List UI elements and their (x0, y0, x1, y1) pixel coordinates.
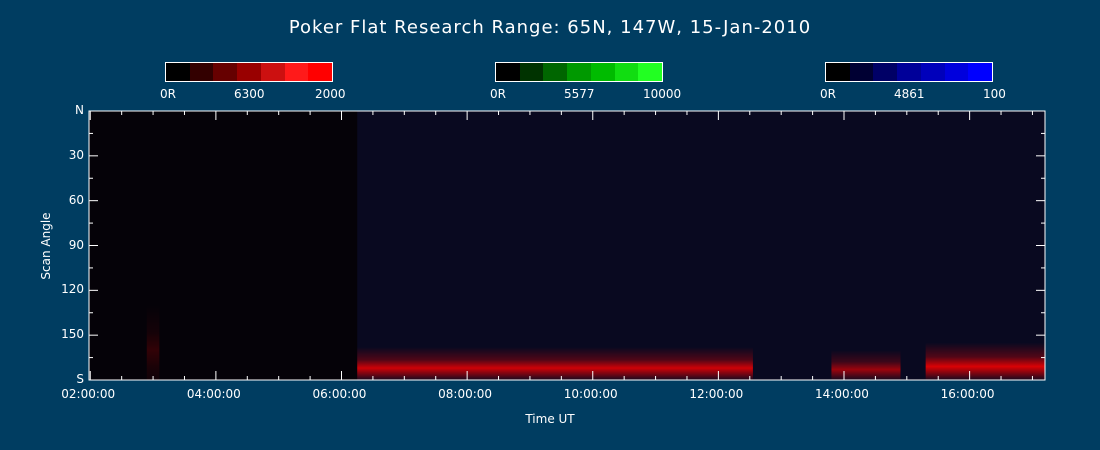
colorbar-swatch (496, 63, 520, 81)
colorbar-swatch (590, 63, 615, 81)
colorbar-4861-low-label: 0R (820, 87, 836, 101)
colorbar-swatch (638, 63, 663, 81)
y-tick-label: 60 (68, 192, 84, 207)
x-tick-label: 02:00:00 (61, 387, 116, 401)
emission-band (925, 342, 1045, 380)
sky-background-tint (357, 111, 1045, 380)
x-tick-label: 04:00:00 (186, 387, 241, 401)
colorbar-swatch (237, 63, 261, 81)
y-axis-label: Scan Angle (39, 212, 53, 280)
colorbar-swatch (213, 63, 238, 81)
y-tick-label: N (75, 103, 84, 117)
colorbar-swatch (968, 63, 993, 81)
y-tick-label: 90 (68, 237, 84, 252)
colorbar-swatch (260, 63, 285, 81)
colorbar-6300-high-label: 2000 (315, 87, 346, 101)
colorbar-6300 (165, 62, 333, 82)
colorbar-4861-high-label: 100 (983, 87, 1006, 101)
x-tick-label: 06:00:00 (312, 387, 367, 401)
x-tick-label: 16:00:00 (940, 387, 995, 401)
colorbar-4861 (825, 62, 993, 82)
colorbar-swatch (849, 63, 874, 81)
y-tick-label: 30 (68, 147, 84, 162)
colorbar-swatch (567, 63, 591, 81)
x-tick-label: 14:00:00 (815, 387, 869, 401)
colorbar-5577 (495, 62, 663, 82)
colorbar-swatch (873, 63, 898, 81)
colorbar-swatch (308, 63, 333, 81)
colorbar-swatch (826, 63, 850, 81)
colorbar-swatch (284, 63, 309, 81)
colorbar-swatch (189, 63, 214, 81)
colorbar-swatch (944, 63, 969, 81)
colorbar-swatch (166, 63, 190, 81)
y-tick-label: S (76, 372, 84, 386)
y-tick-label: 120 (61, 282, 84, 297)
chart-title: Poker Flat Research Range: 65N, 147W, 15… (288, 17, 812, 38)
x-tick-label: 10:00:00 (563, 387, 618, 401)
emission-band (146, 305, 160, 380)
y-tick-label: 150 (61, 327, 84, 342)
colorbar-swatch (519, 63, 544, 81)
colorbar-6300-low-label: 0R (160, 87, 176, 101)
colorbar-5577-mid-label: 5577 (564, 87, 595, 101)
emission-band (831, 350, 901, 380)
emission-band (357, 347, 753, 380)
colorbar-5577-high-label: 10000 (643, 87, 682, 101)
colorbar-5577-low-label: 0R (490, 87, 506, 101)
colorbar-swatch (920, 63, 945, 81)
colorbar-swatch (897, 63, 921, 81)
x-tick-label: 12:00:00 (689, 387, 744, 401)
colorbar-swatch (614, 63, 639, 81)
x-axis-label: Time UT (525, 412, 575, 426)
colorbar-4861-mid-label: 4861 (894, 87, 925, 101)
colorbar-swatch (543, 63, 568, 81)
x-tick-label: 08:00:00 (438, 387, 493, 401)
colorbar-6300-mid-label: 6300 (234, 87, 265, 101)
